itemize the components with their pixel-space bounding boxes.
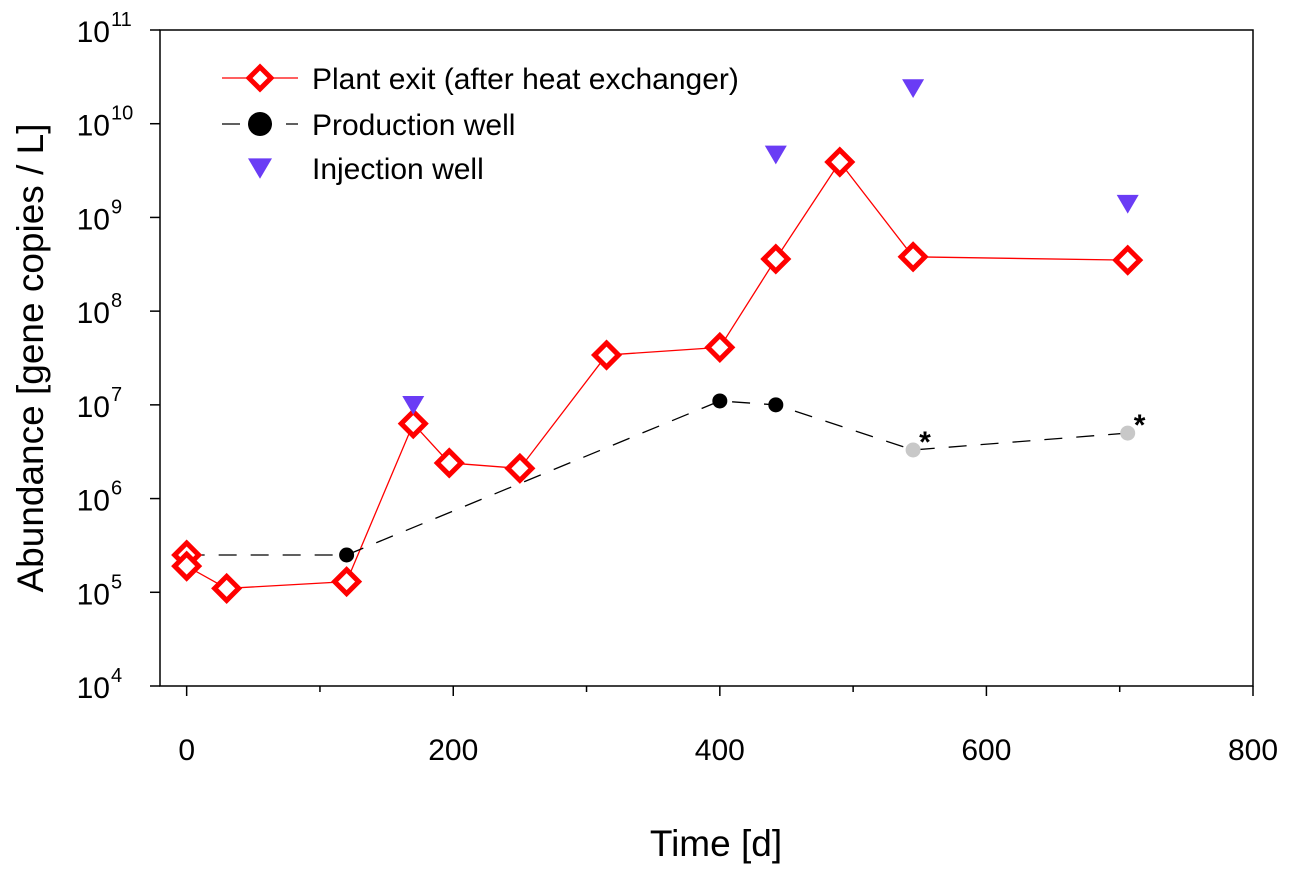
y-tick-label: 10	[77, 110, 110, 143]
series-line	[186, 160, 1128, 590]
asterisk-annotation: *	[919, 426, 931, 459]
diamond-marker	[824, 146, 856, 178]
x-tick-label: 200	[428, 734, 478, 767]
x-tick-label: 800	[1228, 734, 1278, 767]
diamond-marker	[504, 452, 536, 484]
diamond-marker	[897, 241, 929, 273]
x-tick-label: 400	[695, 734, 745, 767]
y-axis-label: Abundance [gene copies / L]	[10, 123, 51, 592]
triangle-marker	[402, 396, 425, 415]
y-tick-label: 10	[77, 203, 110, 236]
triangle-marker	[902, 79, 925, 98]
x-tick-label: 0	[178, 734, 195, 767]
y-tick-exponent: 5	[111, 571, 122, 593]
legend-label: Production well	[312, 109, 515, 142]
y-tick-exponent: 10	[111, 103, 133, 125]
diamond-marker	[171, 550, 203, 582]
circle-marker	[905, 442, 921, 458]
y-tick-exponent: 9	[111, 196, 122, 218]
y-tick-exponent: 7	[111, 384, 122, 406]
diamond-marker	[760, 243, 792, 275]
triangle-marker	[1116, 194, 1139, 214]
series-line	[186, 400, 1128, 556]
y-tick-label: 10	[77, 16, 110, 49]
legend-label: Plant exit (after heat exchanger)	[312, 63, 739, 96]
y-tick-label: 10	[77, 391, 110, 424]
legend-label: Injection well	[312, 153, 484, 186]
diamond-marker	[397, 408, 429, 440]
diamond-marker	[590, 339, 623, 371]
asterisk-annotation: *	[1134, 409, 1146, 442]
diamond-marker	[433, 447, 465, 479]
y-tick-label: 10	[77, 578, 110, 611]
diamond-marker	[211, 572, 243, 604]
y-tick-exponent: 6	[111, 478, 122, 500]
y-tick-exponent: 4	[111, 665, 122, 687]
y-tick-label: 10	[77, 297, 110, 330]
y-tick-exponent: 8	[111, 290, 122, 312]
y-tick-label: 10	[77, 485, 110, 518]
diamond-marker	[704, 331, 736, 363]
circle-marker	[768, 397, 784, 413]
diamond-marker	[331, 566, 363, 598]
circle-marker	[1120, 425, 1136, 441]
triangle-marker	[764, 145, 787, 165]
y-tick-label: 10	[77, 672, 110, 705]
circle-marker	[248, 112, 272, 136]
plot-frame	[159, 29, 1254, 687]
triangle-marker	[248, 158, 272, 179]
x-axis-label: Time [d]	[650, 823, 782, 864]
diamond-marker	[245, 63, 275, 93]
x-tick-label: 600	[961, 734, 1011, 767]
legend: Plant exit (after heat exchanger) Product…	[222, 63, 739, 186]
y-tick-exponent: 11	[111, 9, 132, 31]
diamond-marker	[1112, 244, 1144, 276]
circle-marker	[712, 393, 728, 409]
circle-marker	[339, 547, 355, 563]
